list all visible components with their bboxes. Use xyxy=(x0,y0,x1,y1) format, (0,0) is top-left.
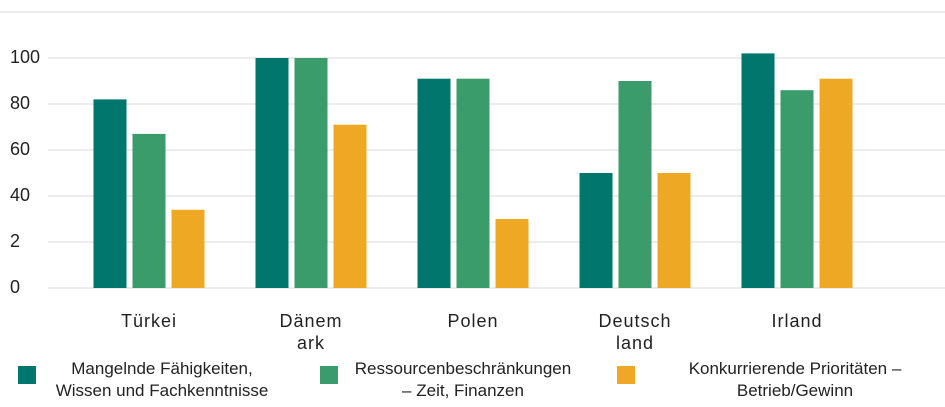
legend-swatch xyxy=(18,366,36,384)
bar xyxy=(819,78,853,288)
legend-label: Konkurrierende Prioritäten – Betrieb/Gew… xyxy=(688,359,902,400)
legend-label: Ressourcenbeschränkungen – Zeit, Finanze… xyxy=(354,359,572,400)
bar xyxy=(255,58,289,288)
legend-label: Mangelnde Fähigkeiten, Wissen und Fachke… xyxy=(55,359,269,400)
x-tick-label: Dänemark xyxy=(279,311,343,353)
bar xyxy=(132,133,166,288)
bar xyxy=(657,173,691,288)
x-tick-label: Polen xyxy=(447,311,499,331)
legend-item: Konkurrierende Prioritäten – Betrieb/Gew… xyxy=(617,358,945,402)
y-tick-label: 40 xyxy=(10,185,30,205)
bar xyxy=(171,209,205,288)
bar xyxy=(93,99,127,289)
y-tick-label: 60 xyxy=(10,139,30,159)
bar xyxy=(741,53,775,289)
legend-swatch xyxy=(617,366,635,384)
x-tick-label: Deutschland xyxy=(598,311,672,353)
bar xyxy=(333,124,367,288)
y-tick-label: 0 xyxy=(10,277,20,297)
bar xyxy=(780,90,814,288)
x-tick-label: Türkei xyxy=(120,311,177,331)
y-tick-label: 100 xyxy=(10,47,40,67)
legend-item: Ressourcenbeschränkungen – Zeit, Finanze… xyxy=(320,358,578,402)
legend-item: Mangelnde Fähigkeiten, Wissen und Fachke… xyxy=(18,358,278,402)
bar xyxy=(579,173,613,288)
y-tick-label: 80 xyxy=(10,93,30,113)
bar xyxy=(495,219,529,288)
bar xyxy=(456,78,490,288)
bar xyxy=(294,58,328,288)
y-tick-label: 2 xyxy=(10,231,20,251)
x-tick-label: Irland xyxy=(771,311,823,331)
bar xyxy=(618,81,652,288)
legend-swatch xyxy=(320,366,338,384)
bar xyxy=(417,78,451,288)
